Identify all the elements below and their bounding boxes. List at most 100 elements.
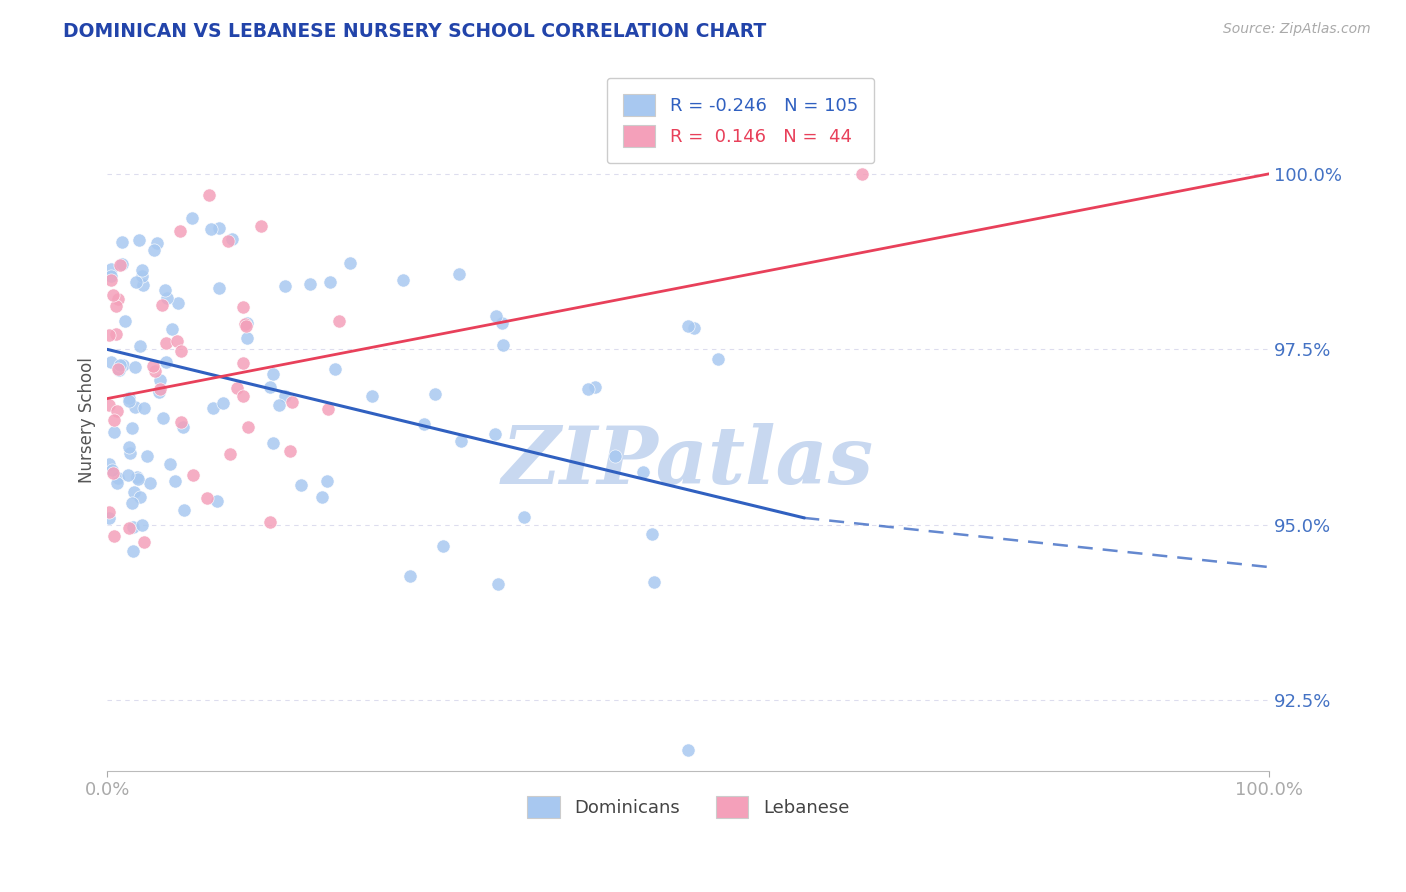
Point	[152, 410, 174, 425]
Point	[262, 435, 284, 450]
Point	[121, 421, 143, 435]
Point	[392, 273, 415, 287]
Point	[100, 262, 122, 277]
Point	[108, 358, 131, 372]
Point	[259, 380, 281, 394]
Point	[128, 339, 150, 353]
Point	[103, 413, 125, 427]
Point	[110, 258, 132, 272]
Point	[208, 221, 231, 235]
Point	[202, 401, 225, 415]
Point	[484, 427, 506, 442]
Point	[603, 449, 626, 463]
Point	[172, 420, 194, 434]
Point	[128, 491, 150, 505]
Point	[197, 187, 219, 202]
Point	[166, 296, 188, 310]
Point	[155, 335, 177, 350]
Point	[105, 327, 128, 342]
Point	[118, 391, 141, 405]
Point	[290, 478, 312, 492]
Point	[134, 535, 156, 549]
Point	[169, 224, 191, 238]
Point	[107, 471, 129, 485]
Point	[100, 268, 122, 283]
Point	[112, 359, 135, 373]
Point	[683, 320, 706, 334]
Point	[323, 362, 346, 376]
Point	[315, 475, 337, 489]
Point	[101, 463, 124, 477]
Point	[273, 389, 295, 403]
Point	[319, 275, 342, 289]
Point	[166, 334, 188, 349]
Point	[117, 467, 139, 482]
Point	[267, 399, 290, 413]
Point	[232, 300, 254, 314]
Point	[170, 415, 193, 429]
Legend: Dominicans, Lebanese: Dominicans, Lebanese	[520, 789, 856, 825]
Point	[233, 318, 256, 332]
Point	[173, 503, 195, 517]
Point	[236, 316, 259, 330]
Point	[450, 434, 472, 449]
Point	[156, 292, 179, 306]
Point	[207, 493, 229, 508]
Point	[486, 577, 509, 591]
Point	[97, 504, 120, 518]
Point	[114, 314, 136, 328]
Point	[111, 257, 134, 271]
Point	[200, 222, 222, 236]
Point	[131, 262, 153, 277]
Point	[235, 331, 257, 345]
Point	[170, 343, 193, 358]
Point	[111, 235, 134, 249]
Point	[226, 381, 249, 395]
Point	[262, 368, 284, 382]
Point	[232, 389, 254, 403]
Point	[118, 521, 141, 535]
Point	[142, 359, 165, 373]
Point	[122, 484, 145, 499]
Point	[447, 268, 470, 282]
Point	[631, 465, 654, 479]
Point	[143, 364, 166, 378]
Point	[107, 361, 129, 376]
Point	[100, 273, 122, 287]
Point	[127, 472, 149, 486]
Point	[491, 316, 513, 330]
Point	[135, 449, 157, 463]
Point	[221, 232, 243, 246]
Point	[513, 510, 536, 524]
Point	[181, 467, 204, 482]
Point	[250, 219, 273, 233]
Point	[105, 475, 128, 490]
Point	[146, 236, 169, 251]
Point	[208, 281, 231, 295]
Point	[425, 387, 447, 401]
Point	[128, 233, 150, 247]
Point	[641, 526, 664, 541]
Point	[131, 518, 153, 533]
Point	[107, 363, 129, 377]
Point	[218, 447, 240, 461]
Text: DOMINICAN VS LEBANESE NURSERY SCHOOL CORRELATION CHART: DOMINICAN VS LEBANESE NURSERY SCHOOL COR…	[63, 22, 766, 41]
Point	[159, 457, 181, 471]
Point	[150, 298, 173, 312]
Point	[311, 490, 333, 504]
Point	[101, 287, 124, 301]
Point	[98, 398, 121, 412]
Point	[235, 318, 257, 333]
Text: Source: ZipAtlas.com: Source: ZipAtlas.com	[1223, 22, 1371, 37]
Point	[134, 401, 156, 415]
Point	[316, 402, 339, 417]
Point	[118, 393, 141, 408]
Text: ZIPatlas: ZIPatlas	[502, 423, 875, 500]
Point	[122, 520, 145, 534]
Y-axis label: Nursery School: Nursery School	[79, 357, 96, 483]
Point	[492, 338, 515, 352]
Point	[131, 268, 153, 283]
Point	[278, 444, 301, 458]
Point	[103, 425, 125, 439]
Point	[165, 474, 187, 488]
